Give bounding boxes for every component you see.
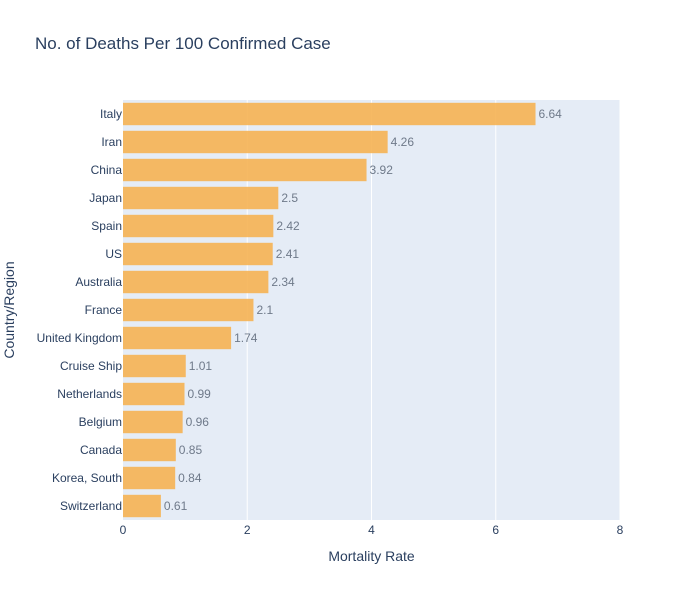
y-axis-title: Country/Region [1,261,17,358]
data-label: 3.92 [370,163,394,177]
y-tick-label: Korea, South [52,471,122,485]
y-tick-label: Switzerland [60,499,122,513]
data-label: 2.42 [276,219,300,233]
bar [123,326,232,350]
bar [123,130,388,154]
x-tick-label: 0 [120,523,127,537]
bar [123,186,279,210]
y-tick-label: China [91,163,123,177]
bar [123,270,269,294]
data-label: 0.85 [179,443,203,457]
data-label: 2.41 [276,247,300,261]
data-label: 2.34 [271,275,295,289]
bar [123,438,176,462]
data-label: 2.1 [256,303,273,317]
bar [123,102,536,126]
x-axis-title: Mortality Rate [328,548,415,564]
data-label: 1.01 [189,359,213,373]
y-tick-label: Belgium [79,415,122,429]
bar [123,158,367,182]
bar [123,466,176,490]
y-tick-label: Japan [89,191,122,205]
x-tick-label: 8 [617,523,624,537]
y-tick-label: Canada [80,443,122,457]
bars [123,102,536,518]
chart-title: No. of Deaths Per 100 Confirmed Case [35,34,331,53]
data-label: 0.61 [164,499,188,513]
y-tick-label: Spain [91,219,122,233]
y-tick-label: Australia [75,275,122,289]
x-tick-label: 4 [368,523,375,537]
data-label: 0.96 [186,415,210,429]
y-tick-label: France [85,303,123,317]
bar [123,242,273,266]
data-label: 6.64 [539,107,563,121]
y-tick-label: United Kingdom [37,331,122,345]
data-label: 2.5 [281,191,298,205]
bar [123,382,185,406]
data-label: 0.84 [178,471,202,485]
bar [123,214,274,238]
data-label: 1.74 [234,331,258,345]
data-label: 4.26 [391,135,415,149]
bar [123,354,186,378]
x-tick-label: 2 [244,523,251,537]
y-tick-label: Italy [100,107,122,121]
bar [123,494,161,518]
bar [123,298,254,322]
y-tick-label: Cruise Ship [60,359,122,373]
y-tick-label: Iran [101,135,122,149]
bar [123,410,183,434]
x-tick-label: 6 [492,523,499,537]
y-tick-label: US [105,247,122,261]
y-axis-tick-labels: Italy Iran China Japan Spain US Australia Franc… [37,107,123,513]
y-tick-label: Netherlands [57,387,122,401]
x-axis-tick-labels: 0 2 4 6 8 [120,523,624,537]
data-labels: 6.64 4.26 3.92 2.5 2.42 2.41 2.34 2.1 1.74 1.01 0.… [164,107,562,513]
data-label: 0.99 [188,387,212,401]
